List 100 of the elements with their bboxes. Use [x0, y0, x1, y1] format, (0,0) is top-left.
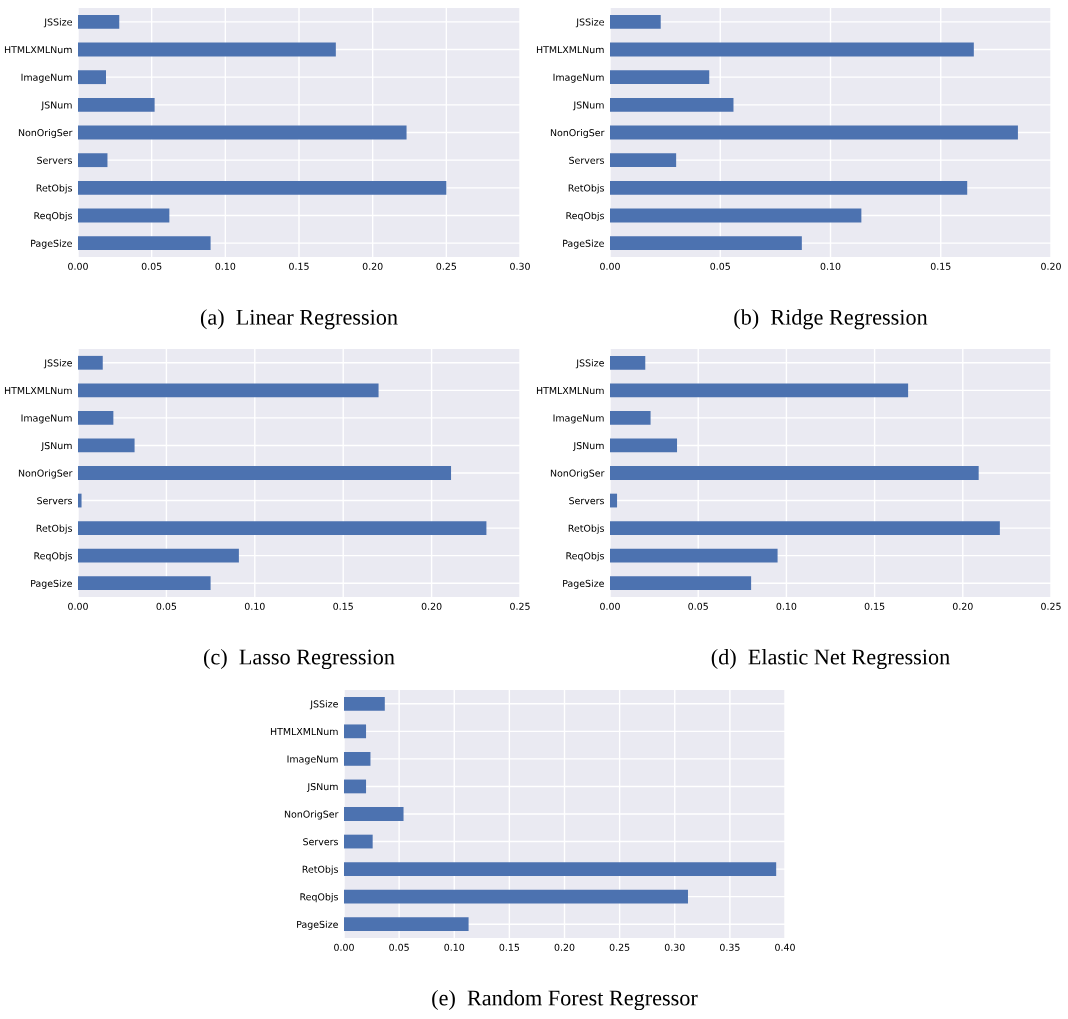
bar [78, 411, 114, 425]
x-tick-label: 0.20 [952, 602, 973, 610]
bar [610, 493, 618, 508]
bar [78, 355, 103, 370]
x-tick-label: 0.25 [609, 943, 630, 951]
bar [78, 153, 108, 168]
x-tick-label: 0.20 [554, 943, 575, 951]
x-tick-label: 0.30 [664, 943, 685, 951]
bar [78, 521, 487, 535]
y-tick-label: NonOrigSer [18, 128, 73, 139]
y-tick-label: Servers [37, 497, 72, 505]
y-tick-label: Servers [569, 497, 604, 505]
y-tick-label: JSNum [40, 442, 72, 451]
x-tick-label: 0.10 [820, 262, 841, 270]
x-tick-label: 0.05 [389, 943, 409, 951]
bar [344, 724, 367, 739]
bar [78, 466, 452, 480]
bar [610, 466, 979, 480]
bar [610, 576, 752, 591]
x-tick-label: 0.25 [510, 602, 530, 610]
bar [610, 236, 802, 251]
y-tick-label: NonOrigSer [284, 810, 339, 820]
x-tick-label: 0.15 [289, 262, 309, 270]
text: (b) Ridge Regression [734, 309, 928, 330]
y-tick-label: PageSize [31, 579, 72, 589]
x-tick-label: 0.40 [775, 943, 795, 951]
x-tick-label: 0.25 [436, 262, 457, 270]
y-tick-label: JSSize [43, 18, 72, 28]
y-tick-label: PageSize [31, 239, 72, 249]
y-tick-label: JSSize [43, 359, 72, 369]
y-tick-label: PageSize [563, 579, 604, 589]
y-tick-label: HTMLXMLNum [4, 46, 72, 54]
x-tick-label: 0.05 [156, 602, 177, 610]
y-tick-label: ImageNum [21, 414, 72, 424]
y-tick-label: JSSize [309, 700, 338, 710]
x-tick-label: 0.00 [600, 602, 620, 610]
bar [344, 834, 373, 849]
y-tick-label: JSSize [575, 18, 604, 28]
bar [610, 548, 778, 563]
x-tick-label: 0.20 [421, 602, 442, 610]
y-tick-label: JSNum [572, 442, 604, 451]
bar [78, 14, 120, 29]
y-tick-label: PageSize [563, 239, 604, 249]
text: (c) Lasso Regression [204, 648, 395, 670]
x-tick-label: 0.15 [930, 262, 951, 270]
bar [78, 576, 211, 591]
x-tick-label: 0.15 [864, 602, 885, 610]
y-tick-label: ReqObjs [566, 552, 604, 562]
x-tick-label: 0.10 [444, 943, 465, 951]
bar [610, 70, 710, 85]
y-tick-label: HTMLXMLNum [270, 728, 338, 736]
bar [78, 125, 407, 140]
y-tick-label: Servers [569, 156, 604, 164]
x-tick-label: 0.10 [776, 602, 797, 610]
bar [344, 696, 385, 711]
bar [344, 807, 404, 821]
text: (d) Elastic Net Regression [711, 648, 950, 670]
y-tick-label: HTMLXMLNum [536, 387, 604, 395]
y-tick-label: NonOrigSer [550, 128, 605, 139]
bar [610, 208, 862, 223]
text: (a) Linear Regression [200, 309, 398, 330]
x-tick-label: 0.00 [334, 943, 354, 951]
bar [610, 438, 678, 453]
y-tick-label: Servers [37, 156, 72, 164]
bar [610, 180, 968, 195]
bar [610, 355, 646, 370]
y-tick-label: HTMLXMLNum [4, 387, 72, 395]
y-tick-label: ImageNum [287, 755, 338, 765]
y-tick-label: ImageNum [553, 414, 604, 424]
x-tick-label: 0.05 [141, 262, 162, 270]
bar [344, 889, 688, 904]
y-tick-label: RetObjs [302, 865, 338, 875]
bar [610, 153, 677, 168]
bar [610, 42, 974, 57]
y-tick-label: RetObjs [36, 524, 72, 534]
y-tick-label: ReqObjs [300, 893, 338, 903]
x-tick-label: 0.00 [68, 602, 88, 610]
x-tick-label: 0.25 [1041, 602, 1061, 610]
x-tick-label: 0.10 [244, 602, 265, 610]
x-tick-label: 0.00 [600, 262, 620, 270]
y-tick-label: ImageNum [553, 73, 604, 83]
bar [78, 97, 155, 112]
bar [78, 438, 135, 453]
y-tick-label: NonOrigSer [18, 469, 73, 479]
bar [344, 917, 469, 932]
bar [78, 180, 447, 195]
y-tick-label: PageSize [297, 920, 338, 930]
x-tick-label: 0.20 [1041, 262, 1061, 270]
bar [78, 548, 239, 563]
bar [344, 862, 777, 876]
y-tick-label: JSNum [40, 101, 72, 111]
x-tick-label: 0.00 [68, 262, 88, 270]
y-tick-label: HTMLXMLNum [536, 46, 604, 54]
x-tick-label: 0.30 [510, 262, 530, 270]
x-tick-label: 0.05 [688, 602, 708, 610]
y-tick-label: RetObjs [568, 184, 604, 194]
x-tick-label: 0.10 [215, 262, 236, 270]
y-tick-label: NonOrigSer [550, 469, 605, 479]
x-tick-label: 0.15 [333, 602, 353, 610]
text: (e) Random Forest Regressor [432, 989, 698, 1011]
